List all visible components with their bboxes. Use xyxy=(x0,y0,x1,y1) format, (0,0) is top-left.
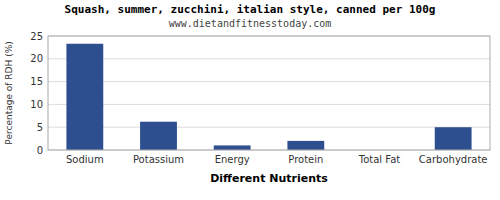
y-tick-label: 25 xyxy=(30,31,43,42)
x-tick-label: Protein xyxy=(288,154,323,165)
y-tick-label: 0 xyxy=(37,145,43,156)
grid-line xyxy=(48,58,490,59)
y-tick-label: 15 xyxy=(30,76,43,87)
chart: Squash, summer, zucchini, italian style,… xyxy=(0,0,500,200)
grid-line xyxy=(48,81,490,82)
x-tick-label: Total Fat xyxy=(358,154,400,165)
bar xyxy=(66,44,103,150)
x-tick-label: Energy xyxy=(215,154,250,165)
y-axis-label: Percentage of RDH (%) xyxy=(4,41,14,144)
x-tick-label: Sodium xyxy=(66,154,104,165)
grid-line xyxy=(48,127,490,128)
plot-frame xyxy=(48,36,490,150)
y-tick-label: 10 xyxy=(30,99,43,110)
x-tick-label: Carbohydrate xyxy=(419,154,488,165)
subtitle: www.dietandfitnesstoday.com xyxy=(169,18,332,29)
title: Squash, summer, zucchini, italian style,… xyxy=(65,3,436,16)
bar xyxy=(287,141,324,150)
y-tick-label: 5 xyxy=(37,122,43,133)
bar xyxy=(214,145,251,150)
x-tick-label: Potassium xyxy=(133,154,184,165)
grid xyxy=(48,36,490,150)
grid-line xyxy=(48,104,490,105)
y-tick-label: 20 xyxy=(30,53,43,64)
bar xyxy=(435,127,472,150)
bar xyxy=(140,122,177,150)
bars xyxy=(66,44,471,150)
x-axis-label: Different Nutrients xyxy=(210,172,328,185)
